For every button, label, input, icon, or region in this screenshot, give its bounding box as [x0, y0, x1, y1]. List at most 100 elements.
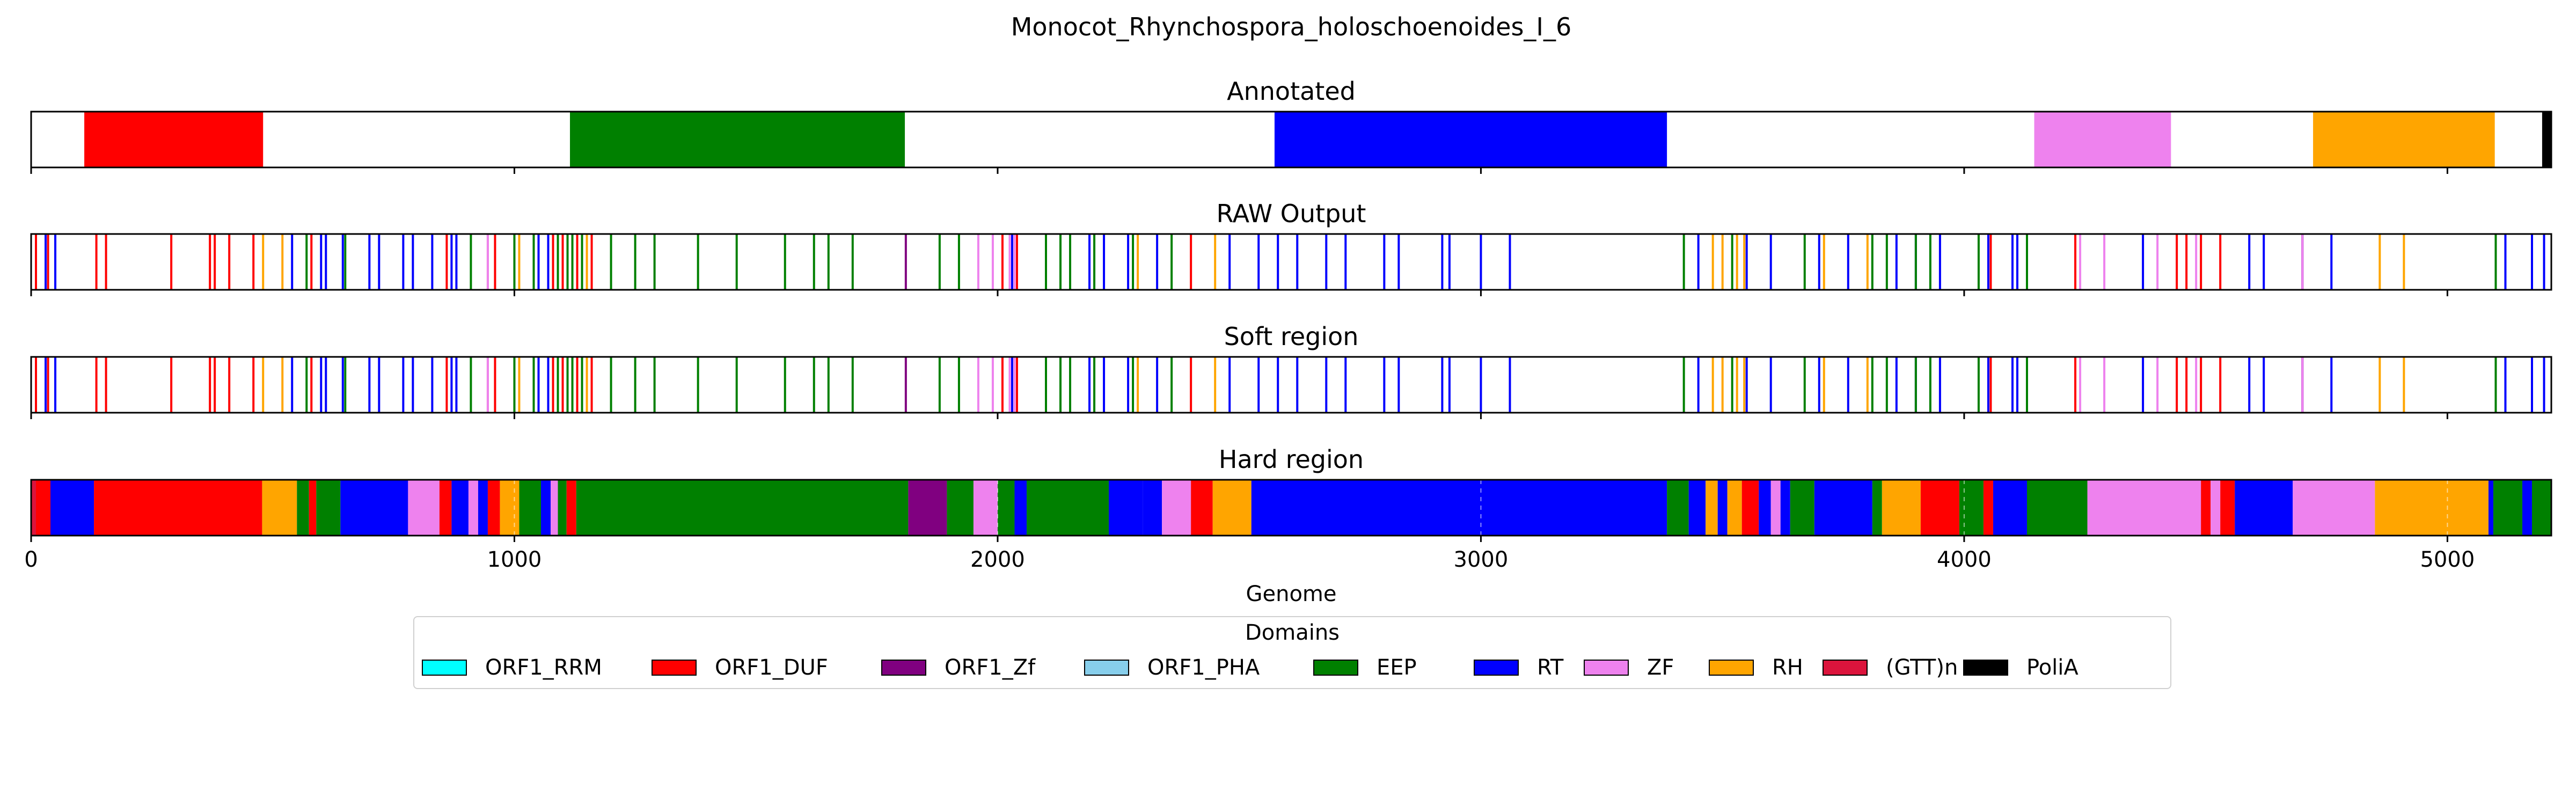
segment-rt: [2235, 480, 2293, 536]
x-tick-label: 2000: [970, 547, 1025, 572]
legend-label: ORF1_DUF: [715, 655, 828, 680]
legend-swatch: [1474, 660, 1519, 676]
panel-raw-output: RAW Output: [30, 199, 2552, 296]
segment-eep: [576, 480, 909, 536]
panel-frame-hard-region: [30, 479, 2552, 537]
segment-rh: [500, 480, 519, 536]
panel-title-annotated: Annotated: [1227, 77, 1356, 106]
legend-swatch: [881, 660, 926, 676]
segment-eep: [2026, 480, 2088, 536]
legend-label: ORF1_Zf: [945, 655, 1036, 680]
segment-rt: [478, 480, 488, 536]
segment-eep: [1667, 480, 1689, 536]
segment-eep: [558, 480, 567, 536]
segment-rt: [541, 480, 551, 536]
legend-label: RH: [1772, 655, 1803, 680]
legend-entry-orf1-duf: ORF1_DUF: [652, 653, 828, 683]
legend-entry-polia: PoliA: [1963, 653, 2079, 683]
segment-eep: [1959, 480, 1984, 536]
segment-zf: [2293, 480, 2375, 536]
segment-zf: [2087, 480, 2201, 536]
segment-rt: [1759, 480, 1771, 536]
segment-eep: [1872, 480, 1882, 536]
legend-swatch: [1963, 660, 2008, 676]
segment-rt: [1993, 480, 2027, 536]
segment-orf1-duf: [2201, 480, 2211, 536]
segment-rt: [50, 480, 94, 536]
x-axis-label: Genome: [1246, 582, 1336, 606]
segment-orf1-duf: [1741, 480, 1759, 536]
x-tick-label: 5000: [2420, 547, 2475, 572]
segment-orf1-duf: [309, 480, 317, 536]
legend: Domains ORF1_RRM ORF1_DUF ORF1_Zf ORF1_PHA E…: [413, 616, 2171, 689]
segment-orf1-duf: [1920, 480, 1959, 536]
segment-eep: [316, 480, 341, 536]
panel-title-hard-region: Hard region: [1219, 445, 1364, 474]
legend-entry-orf1-rrm: ORF1_RRM: [422, 653, 602, 683]
segment-rt: [1251, 480, 1667, 536]
panel-annotated: Annotated: [30, 77, 2552, 174]
segment-zf: [551, 480, 558, 536]
legend-swatch: [1084, 660, 1129, 676]
legend-swatch: [1313, 660, 1358, 676]
track-panels: Annotated RAW Output Soft region Hard regio…: [30, 77, 2552, 542]
segment-zf: [1162, 480, 1191, 536]
segment-rh: [2375, 480, 2489, 536]
panel-title-soft-region: Soft region: [1224, 322, 1359, 351]
segment-rh: [1727, 480, 1742, 536]
segment-rt: [1014, 480, 1027, 536]
legend-entry-gtt-n: (GTT)n: [1823, 653, 1958, 683]
x-tick-label: 0: [24, 547, 38, 572]
segment-rt: [1143, 480, 1162, 536]
segment-eep: [570, 112, 905, 167]
x-tick-label: 4000: [1937, 547, 1992, 572]
legend-label: (GTT)n: [1886, 655, 1958, 680]
legend-entries: ORF1_RRM ORF1_DUF ORF1_Zf ORF1_PHA EEP RT ZF RH…: [422, 653, 2163, 683]
panel-title-raw-output: RAW Output: [1217, 199, 1366, 228]
segment-rt: [2522, 480, 2532, 536]
segment-orf1-duf: [1191, 480, 1213, 536]
segment-rt: [340, 480, 408, 536]
legend-entry-rt: RT: [1474, 653, 1563, 683]
legend-entry-orf1-zf: ORF1_Zf: [881, 653, 1035, 683]
segment-rt: [1814, 480, 1872, 536]
legend-title: Domains: [1245, 620, 1340, 645]
segment-zf: [408, 480, 440, 536]
legend-label: ZF: [1647, 655, 1674, 680]
panel-frame-annotated: [30, 111, 2552, 169]
segment-eep: [519, 480, 541, 536]
legend-swatch: [1584, 660, 1629, 676]
segment-gtt-n: [31, 480, 36, 536]
segment-orf1-duf: [439, 480, 452, 536]
segment-rh: [2313, 112, 2495, 167]
legend-entry-rh: RH: [1709, 653, 1803, 683]
segment-eep: [997, 480, 1015, 536]
panel-soft-region: Soft region: [30, 322, 2552, 419]
legend-entry-eep: EEP: [1313, 653, 1417, 683]
segment-eep: [947, 480, 974, 536]
legend-label: PoliA: [2026, 655, 2079, 680]
legend-swatch: [1823, 660, 1868, 676]
segment-orf1-duf: [84, 112, 264, 167]
segment-rh: [262, 480, 297, 536]
segment-zf: [973, 480, 998, 536]
segment-rt: [1274, 112, 1667, 167]
legend-swatch: [652, 660, 697, 676]
segment-rt: [1780, 480, 1790, 536]
legend-label: RT: [1537, 655, 1564, 680]
segment-polia: [2542, 112, 2551, 167]
segment-eep: [297, 480, 309, 536]
legend-label: ORF1_RRM: [485, 655, 602, 680]
segment-eep: [1026, 480, 1109, 536]
segment-zf: [1770, 480, 1781, 536]
segment-rt: [1688, 480, 1706, 536]
x-axis: 0 1000 2000 3000 4000 5000: [24, 547, 2475, 572]
segment-orf1-duf: [487, 480, 500, 536]
legend-label: EEP: [1377, 655, 1417, 680]
segment-orf1-duf: [1983, 480, 1993, 536]
segment-rt: [2488, 480, 2493, 536]
legend-swatch: [422, 660, 467, 676]
legend-entry-orf1-pha: ORF1_PHA: [1084, 653, 1260, 683]
segment-rh: [1882, 480, 1921, 536]
